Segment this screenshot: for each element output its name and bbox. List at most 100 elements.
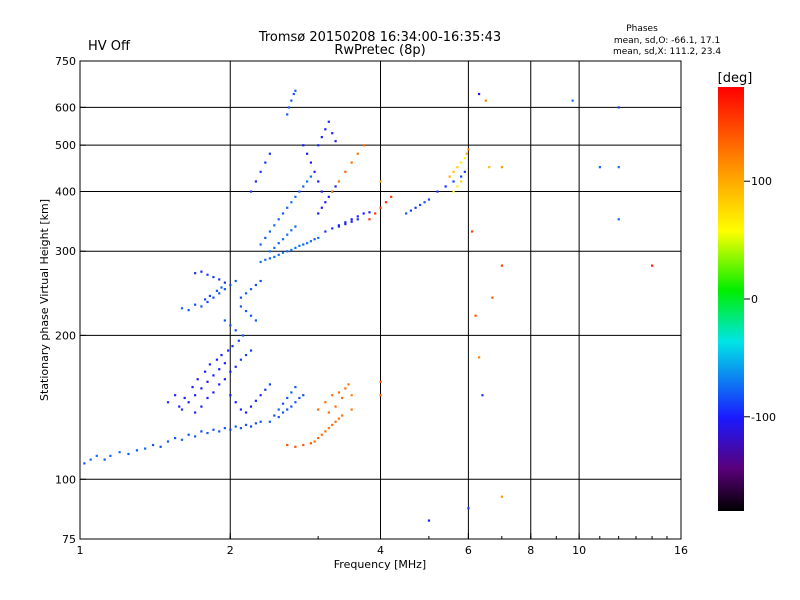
data-point [350, 218, 353, 221]
data-point [320, 190, 323, 193]
data-point [302, 243, 305, 246]
data-point [598, 166, 601, 169]
data-point [317, 408, 320, 411]
data-point [249, 314, 253, 317]
data-point [294, 246, 297, 249]
data-point [281, 402, 285, 405]
data-point [488, 166, 491, 169]
data-point [203, 298, 207, 301]
data-point [239, 427, 243, 430]
data-point [294, 401, 297, 404]
data-point [215, 289, 219, 292]
data-point [109, 454, 112, 457]
data-point [344, 387, 347, 390]
data-point [194, 272, 197, 275]
data-point [324, 201, 327, 204]
data-point [218, 368, 221, 371]
data-point [341, 396, 344, 400]
data-point [286, 113, 289, 116]
data-point [268, 383, 271, 386]
data-point [456, 185, 459, 188]
data-point [324, 401, 327, 404]
data-point [268, 257, 271, 260]
data-point [309, 240, 312, 243]
data-point [617, 166, 620, 169]
data-point [294, 445, 297, 448]
chart-title: Tromsø 20150208 16:34:00-16:35:43 [258, 30, 501, 45]
data-point [239, 296, 243, 299]
data-point [465, 152, 468, 155]
y-tick-label: 600 [55, 101, 76, 114]
data-point [337, 417, 341, 420]
data-point [286, 233, 289, 236]
x-axis-label: Frequency [MHz] [334, 558, 426, 571]
data-point [249, 405, 253, 408]
data-point [194, 303, 197, 306]
data-point [317, 436, 320, 440]
data-point [477, 356, 481, 359]
data-point [287, 106, 290, 109]
data-point [268, 250, 271, 253]
data-point [212, 275, 215, 279]
hv-status: HV Off [88, 39, 131, 54]
data-point [286, 250, 289, 253]
data-point [313, 238, 316, 241]
data-point [317, 236, 320, 240]
y-tick-label: 500 [55, 139, 76, 152]
data-point [452, 170, 455, 173]
data-point [617, 106, 620, 109]
data-point [187, 309, 190, 312]
data-point [327, 120, 330, 123]
data-point [229, 283, 232, 287]
data-point [286, 408, 289, 411]
data-point [264, 258, 267, 261]
data-point [208, 363, 212, 366]
data-point [470, 230, 474, 233]
data-point [331, 394, 334, 397]
data-point [327, 427, 330, 430]
data-point [178, 405, 181, 408]
data-point [218, 430, 221, 433]
data-point [294, 225, 297, 228]
data-point [206, 380, 209, 383]
data-point [89, 458, 92, 461]
data-point [135, 449, 139, 452]
data-point [268, 420, 271, 423]
x-tick-label: 2 [227, 544, 234, 557]
data-point [368, 218, 371, 221]
data-point [206, 300, 209, 304]
data-point [249, 288, 253, 291]
data-point [337, 224, 341, 227]
data-point [223, 427, 226, 430]
data-point [444, 185, 447, 188]
data-point [231, 345, 234, 348]
data-point [463, 170, 466, 173]
data-point [254, 283, 257, 287]
data-point [324, 430, 327, 433]
data-point [277, 242, 280, 245]
data-point [277, 408, 280, 411]
data-point [290, 229, 293, 232]
data-point [206, 273, 209, 276]
data-point [200, 387, 203, 390]
data-point [337, 225, 341, 228]
data-point [481, 394, 484, 397]
data-point [379, 380, 382, 383]
data-point [334, 140, 337, 143]
data-point [317, 180, 320, 183]
data-point [200, 405, 203, 408]
data-point [405, 212, 408, 215]
data-point [477, 92, 481, 96]
data-point [362, 212, 365, 215]
stats-x-mode: mean, sd,X: 111.2, 23.4 [613, 47, 721, 57]
data-point [166, 440, 170, 443]
data-point [313, 440, 316, 443]
data-point [427, 519, 431, 522]
data-point [259, 279, 262, 283]
data-point [166, 401, 170, 404]
data-point [234, 329, 237, 332]
data-point [229, 370, 232, 373]
data-point [452, 190, 455, 193]
data-point [350, 408, 353, 411]
x-tick-label: 4 [377, 544, 384, 557]
